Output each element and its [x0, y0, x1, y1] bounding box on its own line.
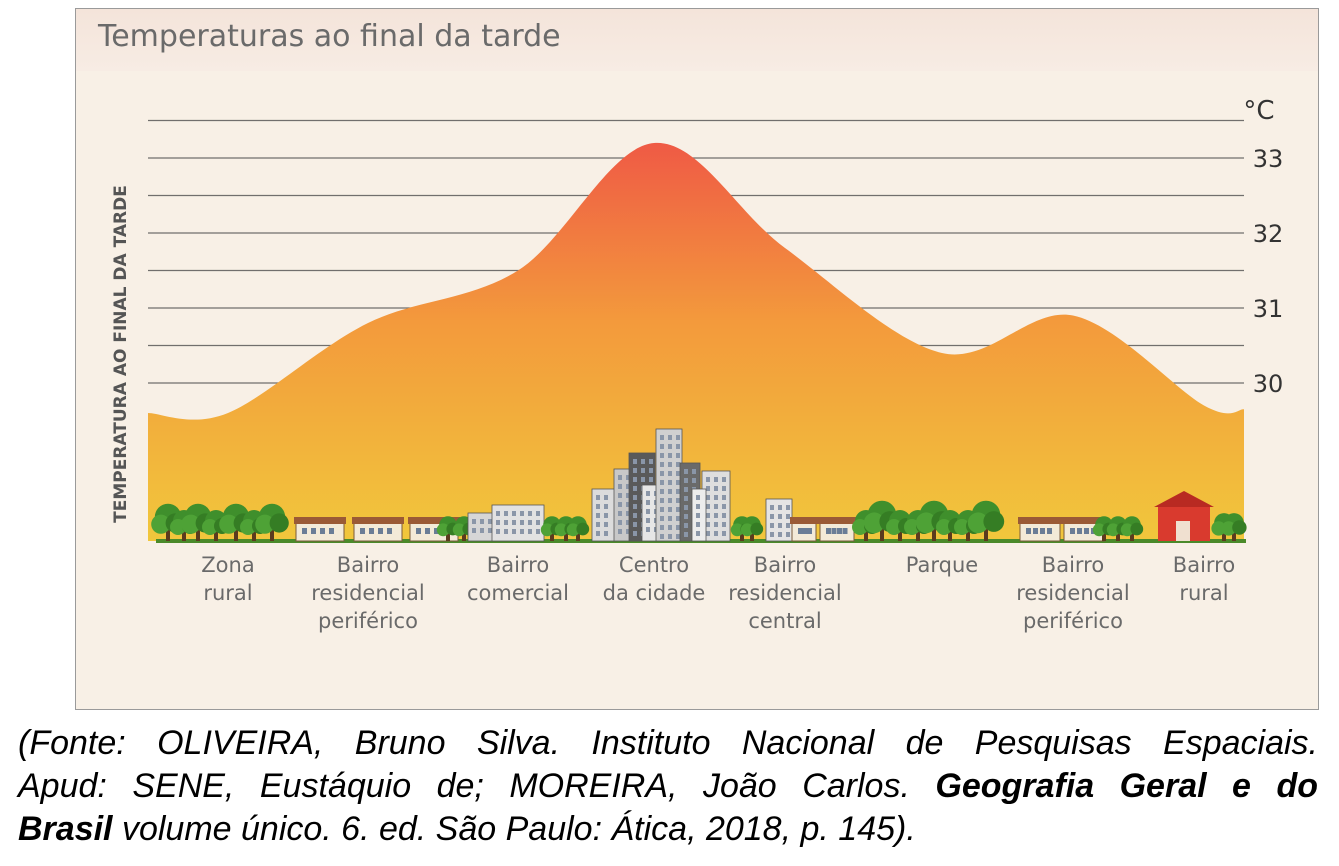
title-band	[76, 9, 1318, 71]
tree-icon	[436, 516, 460, 541]
category-label: Bairro rural	[1173, 553, 1235, 605]
y-axis-unit: °C	[1243, 96, 1274, 126]
tree-icon	[255, 503, 289, 541]
category-label: Bairro residencial periférico	[1016, 553, 1130, 633]
y-tick-label: 33	[1253, 145, 1284, 173]
caption-line-1: (Fonte: OLIVEIRA, Bruno Silva. Instituto…	[18, 724, 1318, 762]
category-label: Centro da cidade	[603, 553, 706, 605]
category-labels: Zona rural Bairro residencial periférico Bair…	[201, 553, 1235, 633]
y-tick-label: 32	[1253, 220, 1284, 248]
barn-icon	[1154, 491, 1214, 541]
y-tick-label: 31	[1253, 295, 1284, 323]
chart-figure: Temperaturas ao final da tarde 30 31 32 33 …	[75, 8, 1319, 710]
building-icon	[701, 470, 731, 542]
caption-line-2: Apud: SENE, Eustáquio de; MOREIRA, João …	[18, 765, 1318, 808]
tree-icon	[967, 500, 1005, 541]
y-axis-label: TEMPERATURA AO FINAL DA TARDE	[111, 185, 131, 523]
category-label: Bairro comercial	[467, 553, 569, 605]
caption-line-3-regular: volume único. 6. ed. São Paulo: Ática, 2…	[112, 810, 916, 848]
house-icon	[294, 517, 346, 542]
chart-title: Temperaturas ao final da tarde	[98, 19, 561, 54]
building-icon	[765, 498, 793, 542]
category-label: Bairro residencial central	[728, 553, 842, 633]
building-icon	[491, 504, 545, 542]
building-icon	[655, 428, 683, 542]
tree-icon	[740, 516, 764, 541]
tree-icon	[1120, 516, 1144, 541]
caption-line-3: Brasil volume único. 6. ed. São Paulo: Á…	[18, 808, 1318, 851]
chart-canvas: 30 31 32 33 °C TEMPERATURA AO FINAL DA TARD…	[111, 96, 1284, 633]
house-icon	[1018, 517, 1062, 542]
building-icon	[691, 488, 707, 542]
y-tick-label: 30	[1253, 370, 1284, 398]
caption-line-3-bold: Brasil	[18, 810, 113, 848]
house-icon	[818, 517, 856, 542]
temperature-area	[148, 142, 1244, 541]
house-icon	[790, 517, 818, 542]
tree-icon	[566, 516, 590, 541]
city-scenery	[151, 428, 1247, 543]
caption-line-2-regular: Apud: SENE, Eustáquio de; MOREIRA, João …	[18, 767, 936, 805]
y-axis-ticks: 30 31 32 33	[1253, 145, 1284, 398]
tree-icon	[1221, 513, 1247, 541]
caption-line-2-bold: Geografia Geral e do	[935, 767, 1318, 805]
category-label: Parque	[906, 553, 978, 577]
category-label: Zona rural	[201, 553, 254, 605]
house-icon	[352, 517, 404, 542]
source-caption: (Fonte: OLIVEIRA, Bruno Silva. Instituto…	[18, 722, 1318, 851]
building-icon	[591, 488, 617, 542]
category-label: Bairro residencial periférico	[311, 553, 425, 633]
